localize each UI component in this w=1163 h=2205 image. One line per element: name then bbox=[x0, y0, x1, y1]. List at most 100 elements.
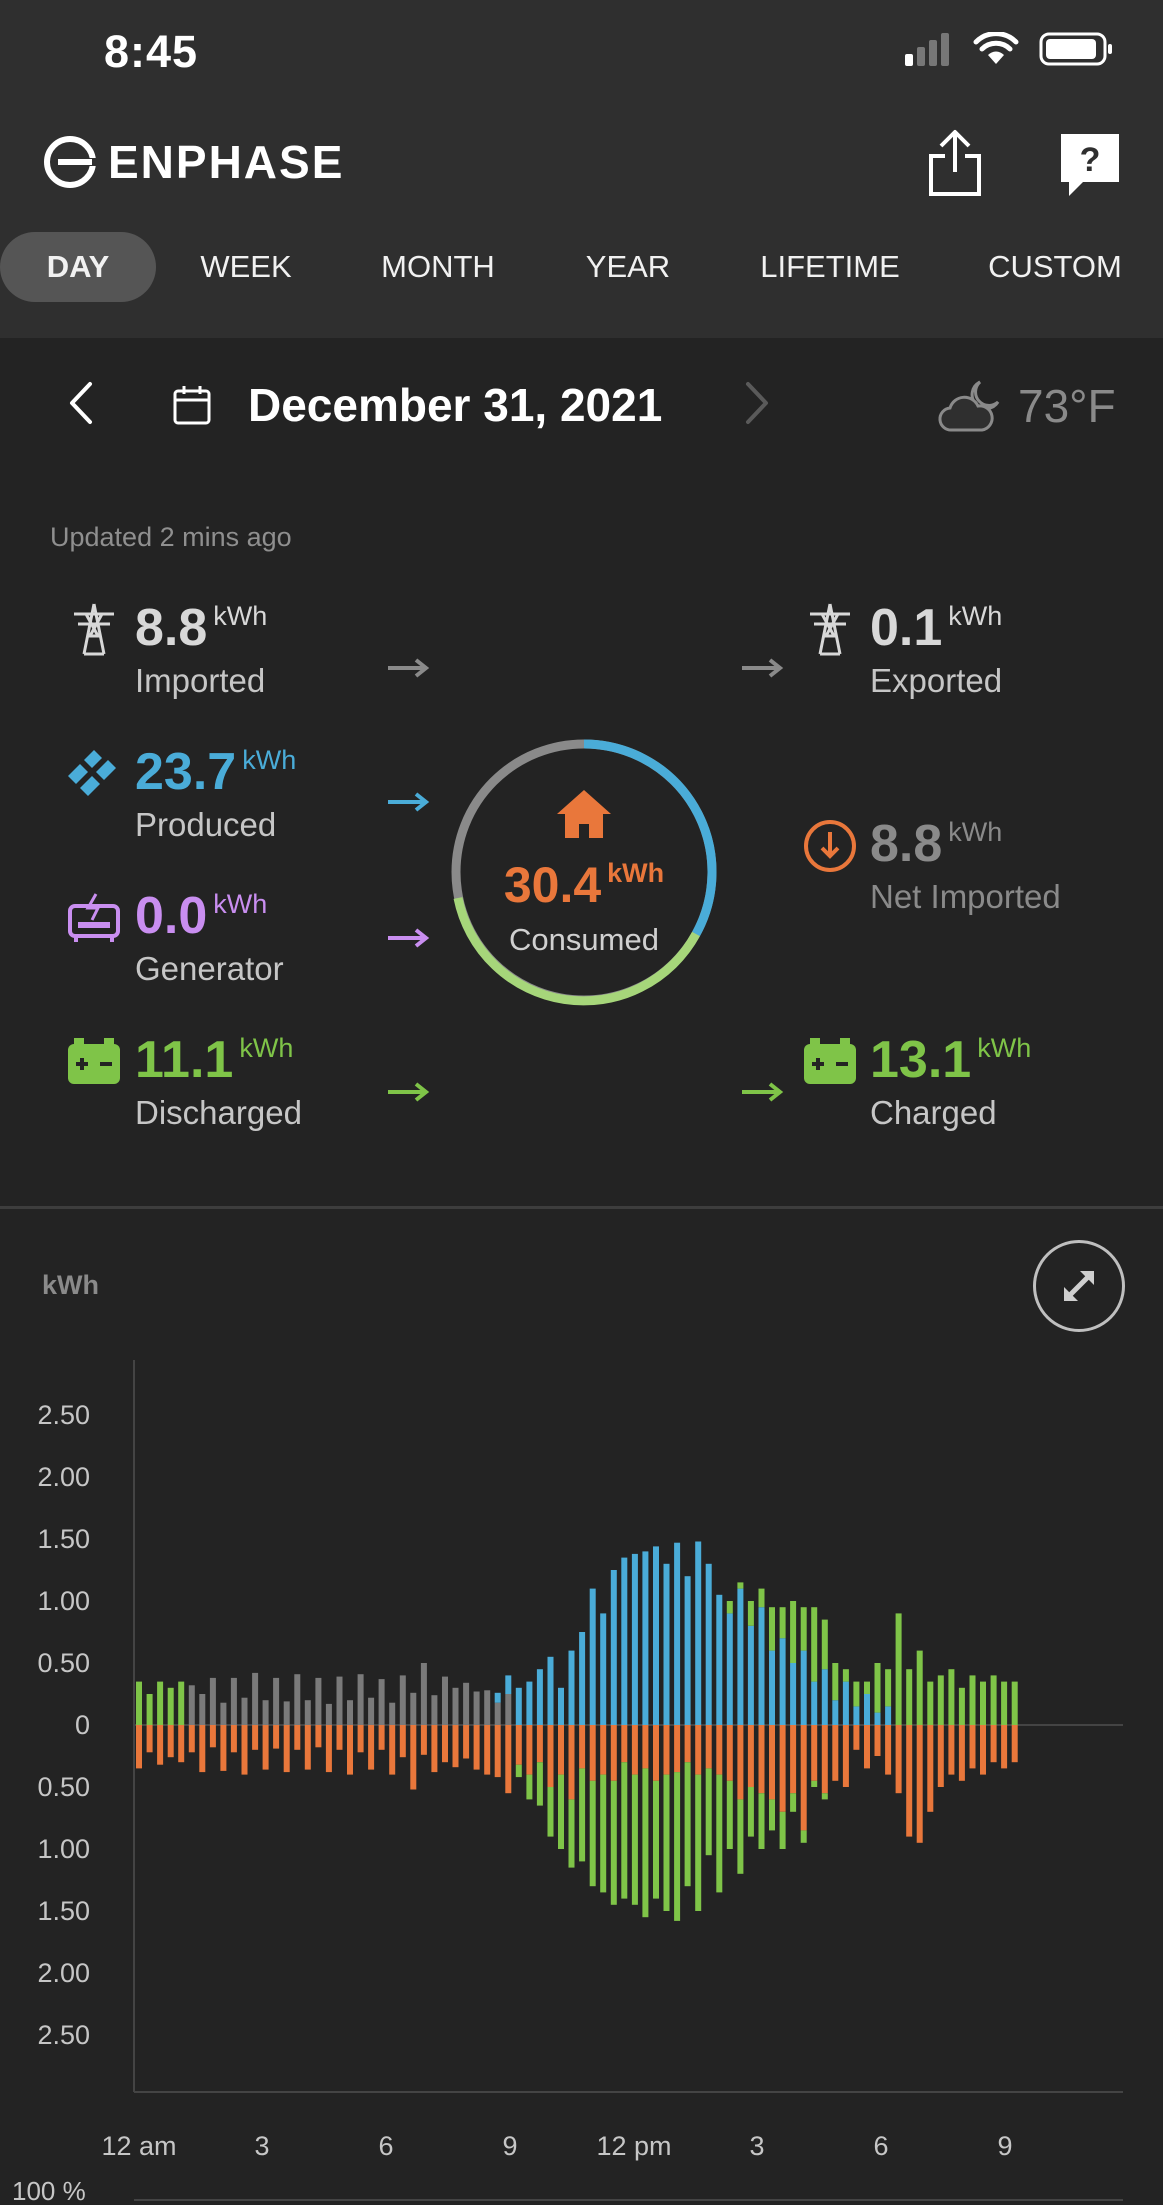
bar-consumption bbox=[916, 1725, 923, 1843]
bar-battery-discharge bbox=[895, 1613, 902, 1725]
y-tick-label: 1.50 bbox=[37, 1896, 90, 1926]
bar-consumption bbox=[948, 1725, 955, 1775]
net-imported-value: 8.8 bbox=[870, 815, 943, 873]
bar-solar bbox=[874, 1712, 881, 1725]
bar-battery-discharge bbox=[737, 1582, 744, 1589]
bar-consumption bbox=[895, 1725, 902, 1794]
bar-consumption bbox=[389, 1725, 396, 1775]
bar-battery-charge bbox=[747, 1787, 754, 1837]
bar-grid bbox=[273, 1677, 280, 1725]
bar-battery-charge bbox=[716, 1774, 723, 1893]
bar-battery-charge bbox=[726, 1780, 733, 1849]
bar-consumption bbox=[864, 1725, 870, 1769]
bar-battery-discharge bbox=[178, 1681, 185, 1725]
bar-solar bbox=[853, 1706, 860, 1725]
bar-consumption bbox=[558, 1725, 564, 1775]
bar-grid bbox=[420, 1663, 427, 1725]
power-tower-export-icon bbox=[810, 603, 850, 656]
weather: 73°F bbox=[936, 376, 1116, 436]
bar-grid bbox=[368, 1697, 375, 1725]
battery-charge-icon bbox=[804, 1038, 856, 1084]
bar-battery-discharge bbox=[916, 1650, 923, 1725]
bar-grid bbox=[505, 1694, 512, 1725]
bar-battery-charge bbox=[737, 1799, 744, 1874]
bar-consumption bbox=[832, 1725, 839, 1781]
tab-custom[interactable]: CUSTOM bbox=[988, 249, 1122, 284]
tab-month[interactable]: MONTH bbox=[381, 249, 495, 284]
expand-chart-button[interactable] bbox=[1033, 1240, 1125, 1332]
bar-grid bbox=[357, 1674, 364, 1725]
bar-consumption bbox=[526, 1725, 533, 1775]
bar-solar bbox=[716, 1594, 723, 1725]
bar-battery-discharge bbox=[758, 1588, 765, 1608]
tab-week[interactable]: WEEK bbox=[200, 249, 292, 284]
bar-solar bbox=[684, 1576, 691, 1725]
updated-text: Updated 2 mins ago bbox=[50, 522, 292, 552]
bar-consumption bbox=[653, 1725, 659, 1781]
tab-day[interactable]: DAY bbox=[0, 232, 156, 302]
bar-grid bbox=[378, 1679, 385, 1725]
bar-solar bbox=[589, 1588, 596, 1725]
status-time: 8:45 bbox=[104, 26, 199, 77]
generator-value: 0.0 bbox=[135, 887, 208, 945]
next-day-button[interactable] bbox=[740, 378, 776, 428]
bar-consumption bbox=[325, 1725, 332, 1773]
bar-battery-charge bbox=[579, 1768, 586, 1862]
bar-grid bbox=[262, 1700, 269, 1725]
bar-consumption bbox=[790, 1725, 797, 1794]
bar-battery-charge bbox=[558, 1774, 564, 1849]
y-tick-label: 2.00 bbox=[37, 1462, 90, 1492]
bar-battery-discharge bbox=[790, 1601, 797, 1663]
help-button[interactable]: ? bbox=[1057, 130, 1123, 200]
period-tabs: DAY WEEK MONTH YEAR LIFETIME CUSTOM bbox=[0, 232, 1163, 302]
y-tick-label: 1.00 bbox=[37, 1834, 90, 1864]
bar-consumption bbox=[842, 1725, 849, 1787]
bar-battery-discharge bbox=[747, 1601, 754, 1626]
share-button[interactable] bbox=[925, 128, 985, 198]
imported-unit: kWh bbox=[213, 601, 268, 631]
discharged-value: 11.1 bbox=[135, 1031, 234, 1089]
bar-consumption bbox=[811, 1725, 818, 1781]
bar-consumption bbox=[568, 1725, 575, 1800]
charged-unit: kWh bbox=[977, 1033, 1032, 1063]
bar-consumption bbox=[452, 1725, 459, 1768]
generator-label: Generator bbox=[135, 950, 284, 987]
energy-bar-chart: 2.50 2.00 1.50 1.00 0.50 0 0.50 1.00 1.50 2.00 2.5… bbox=[12, 1360, 1123, 2205]
consumed-value: 30.4 bbox=[503, 857, 602, 913]
x-tick-label: 3 bbox=[254, 2131, 269, 2161]
tab-lifetime[interactable]: LIFETIME bbox=[760, 249, 900, 284]
selected-date[interactable]: December 31, 2021 bbox=[248, 379, 663, 431]
bar-consumption bbox=[146, 1725, 153, 1753]
bar-consumption bbox=[178, 1725, 185, 1763]
bar-consumption bbox=[505, 1725, 512, 1794]
exported-value: 0.1 bbox=[870, 599, 943, 657]
stat-produced: 23.7 kWh Produced bbox=[135, 742, 296, 844]
bar-consumption bbox=[157, 1725, 164, 1765]
bar-consumption bbox=[906, 1725, 913, 1837]
stat-net-imported: 8.8 kWh Net Imported bbox=[870, 814, 1061, 916]
calendar-icon[interactable] bbox=[172, 384, 212, 426]
bar-consumption bbox=[937, 1725, 944, 1787]
x-tick-label: 3 bbox=[749, 2131, 764, 2161]
exported-arrow-icon bbox=[742, 658, 784, 678]
help-icon: ? bbox=[1061, 134, 1119, 196]
bar-battery-discharge bbox=[885, 1669, 892, 1707]
bar-battery-discharge bbox=[864, 1681, 870, 1694]
bar-solar bbox=[758, 1607, 765, 1725]
bar-consumption bbox=[1001, 1725, 1008, 1769]
chevron-right-icon bbox=[746, 382, 768, 424]
bar-solar bbox=[864, 1694, 870, 1725]
bar-consumption bbox=[663, 1725, 670, 1775]
previous-day-button[interactable] bbox=[60, 378, 100, 428]
status-bar: 8:45 bbox=[0, 0, 1163, 110]
bar-consumption bbox=[642, 1725, 649, 1769]
y-tick-label: 1.00 bbox=[37, 1586, 90, 1616]
bar-consumption bbox=[631, 1725, 638, 1775]
bar-consumption bbox=[1011, 1725, 1018, 1763]
bar-consumption bbox=[716, 1725, 723, 1775]
bar-consumption bbox=[220, 1725, 227, 1771]
bar-battery-discharge bbox=[842, 1669, 849, 1682]
bar-consumption bbox=[885, 1725, 892, 1775]
tab-year[interactable]: YEAR bbox=[585, 249, 671, 284]
bar-battery-discharge bbox=[948, 1669, 955, 1725]
